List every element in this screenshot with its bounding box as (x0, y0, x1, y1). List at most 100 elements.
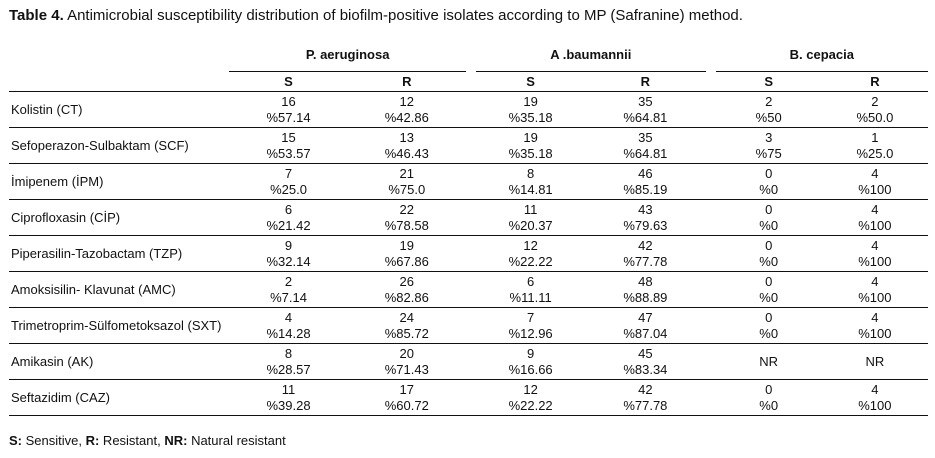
footnote-nr-key: NR: (164, 433, 188, 448)
column-gap (465, 127, 477, 164)
isolate-count: 48 (638, 273, 653, 289)
isolate-count: 26 (399, 273, 415, 289)
isolate-percent: %46.43 (384, 145, 429, 161)
column-gap (705, 91, 716, 128)
isolate-percent: %35.18 (508, 145, 553, 161)
isolate-percent: %20.37 (508, 217, 553, 233)
sr-header: R (821, 71, 928, 92)
isolate-percent: %79.63 (623, 217, 668, 233)
value-cell: 8 %14.81 (476, 163, 586, 200)
isolate-percent: %11.11 (509, 289, 552, 305)
isolate-percent: %50.0 (856, 109, 894, 125)
value-cell: 48 %88.89 (585, 271, 706, 308)
isolate-count: 6 (527, 273, 535, 289)
footnote-s-key: S: (9, 433, 22, 448)
value-cell: 19 %67.86 (347, 235, 466, 272)
isolate-percent: %100 (858, 217, 892, 233)
column-gap (705, 307, 716, 344)
value-cell: 2 %50 (715, 91, 822, 128)
value-cell: 12 %22.22 (476, 235, 586, 272)
isolate-count: 4 (871, 165, 879, 181)
isolate-percent: %77.78 (623, 253, 668, 269)
table-row: Amikasin (AK) 8 %28.57 20 %71.43 9 %16.66 45 %83… (9, 343, 928, 380)
isolate-percent: %25.0 (856, 145, 894, 161)
isolate-percent: %0 (759, 253, 779, 269)
isolate-percent: %100 (858, 253, 892, 269)
isolate-percent: %0 (759, 217, 779, 233)
isolate-count: 19 (523, 93, 538, 109)
isolate-percent: %39.28 (266, 397, 311, 413)
column-gap (465, 307, 477, 344)
isolate-count: 15 (281, 129, 296, 145)
table-row: Trimetroprim-Sülfometoksazol (SXT) 4 %14.2… (9, 307, 928, 344)
isolate-count: 7 (527, 309, 535, 325)
value-cell: 11 %20.37 (476, 199, 586, 236)
isolate-count: 6 (284, 201, 293, 217)
table-row: Amoksisilin- Klavunat (AMC) 2 %7.14 26 %82.8… (9, 271, 928, 308)
sr-header: S (715, 71, 822, 92)
table-row: Sefoperazon-Sulbaktam (SCF) 15 %53.57 13 %46… (9, 127, 928, 164)
value-cell: 45 %83.34 (585, 343, 706, 380)
isolate-percent: %7.14 (270, 289, 307, 305)
isolate-percent: %22.22 (508, 397, 553, 413)
isolate-count: 12 (523, 237, 538, 253)
sr-header: S (229, 71, 348, 92)
header-spacer (9, 38, 229, 72)
value-cell: 4 %14.28 (229, 307, 348, 344)
value-cell: 12 %22.22 (476, 379, 586, 416)
isolate-count: 2 (284, 273, 293, 289)
isolate-count: 8 (527, 165, 535, 181)
sr-header-row: S R S R S R (9, 71, 928, 92)
value-cell: 43 %79.63 (585, 199, 706, 236)
isolate-percent: %42.86 (384, 109, 429, 125)
organism-header-a-baumannii: A .baumannii (476, 38, 706, 72)
isolate-count: 11 (281, 381, 296, 397)
value-cell: 12 %42.86 (347, 91, 466, 128)
value-cell: 9 %16.66 (476, 343, 586, 380)
isolate-count: 0 (765, 237, 773, 253)
isolate-count: 9 (284, 237, 293, 253)
header-gap (465, 71, 477, 92)
isolate-percent: %71.43 (384, 361, 429, 377)
value-cell: 0 %0 (715, 271, 822, 308)
value-cell: NR (715, 343, 822, 380)
isolate-percent: %64.81 (623, 109, 668, 125)
isolate-count: 0 (765, 273, 773, 289)
isolate-count: 46 (638, 165, 653, 181)
value-cell: 47 %87.04 (585, 307, 706, 344)
header-gap (705, 71, 716, 92)
value-cell: 11 %39.28 (229, 379, 348, 416)
value-cell: 7 %25.0 (229, 163, 348, 200)
sr-header: R (347, 71, 466, 92)
value-cell: 0 %0 (715, 307, 822, 344)
footnote-nr-text: Natural resistant (187, 433, 286, 448)
isolate-percent: %100 (858, 289, 892, 305)
value-cell: 42 %77.78 (585, 235, 706, 272)
value-cell: 0 %0 (715, 235, 822, 272)
antibiotic-name: Trimetroprim-Sülfometoksazol (SXT) (9, 307, 230, 344)
antibiotic-name: Amikasin (AK) (9, 343, 230, 380)
column-gap (465, 379, 477, 416)
isolate-count: 35 (638, 93, 653, 109)
isolate-count: 4 (871, 381, 879, 397)
isolate-count: 16 (281, 93, 296, 109)
value-cell: 4 %100 (821, 307, 928, 344)
value-cell: 4 %100 (821, 235, 928, 272)
isolate-count: 13 (399, 129, 415, 145)
antibiotic-name: Amoksisilin- Klavunat (AMC) (9, 271, 230, 308)
isolate-count: 45 (638, 345, 653, 361)
isolate-percent: %77.78 (623, 397, 668, 413)
isolate-count: 4 (284, 309, 293, 325)
isolate-percent: %16.66 (508, 361, 553, 377)
isolate-count: 2 (871, 93, 879, 109)
isolate-count: 35 (638, 129, 653, 145)
isolate-percent: %0 (759, 289, 779, 305)
antibiotic-name: İmipenem (İPM) (9, 163, 230, 200)
footnote-r-text: Resistant, (99, 433, 165, 448)
isolate-percent: %28.57 (266, 361, 311, 377)
table-row: Seftazidim (CAZ) 11 %39.28 17 %60.72 12 %22.22… (9, 379, 928, 416)
value-cell: 1 %25.0 (821, 127, 928, 164)
column-gap (465, 91, 477, 128)
column-gap (705, 127, 716, 164)
isolate-percent: %14.81 (508, 181, 553, 197)
